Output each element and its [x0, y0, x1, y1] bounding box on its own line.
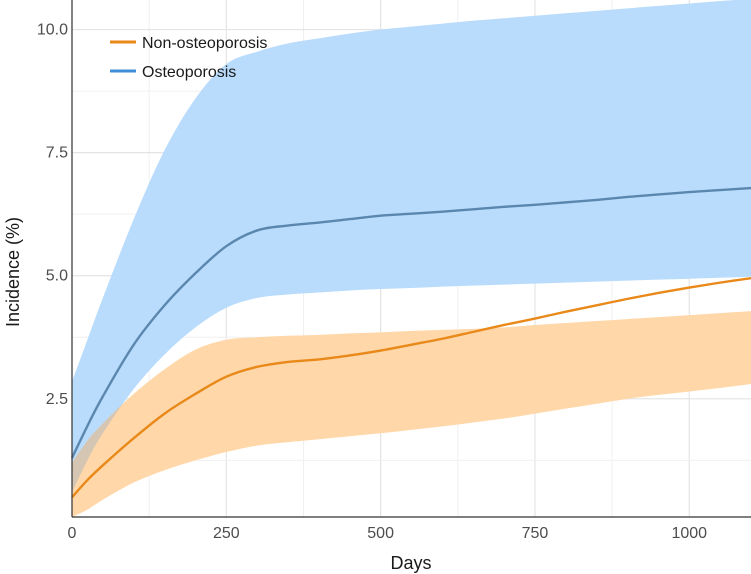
- y-tick-label: 7.5: [46, 145, 68, 162]
- x-tick-label: 0: [68, 525, 77, 542]
- line-osteoporosis: [70, 186, 751, 459]
- y-tick-label: 10.0: [37, 22, 68, 39]
- legend-label-osteoporosis: Osteoporosis: [142, 64, 236, 81]
- x-tick-label: 750: [522, 525, 549, 542]
- legend: Non-osteoporosis Osteoporosis: [110, 35, 267, 81]
- x-tick-label: 500: [367, 525, 394, 542]
- axes: [71, 0, 751, 518]
- band-non-osteoporosis: [72, 311, 751, 517]
- x-tick-label: 1000: [671, 525, 707, 542]
- band-osteoporosis: [72, 0, 751, 493]
- line-non-osteoporosis: [71, 277, 751, 499]
- x-tick-label: 250: [213, 525, 240, 542]
- series-lines: [70, 186, 751, 499]
- y-axis-title: Incidence (%): [3, 217, 23, 327]
- confidence-bands: [72, 0, 751, 517]
- y-tick-label: 5.0: [46, 268, 68, 285]
- x-axis-title: Days: [390, 553, 431, 573]
- tick-labels: 0 250 500 750 1000 2.5 5.0 7.5 10.0: [37, 22, 707, 542]
- y-tick-label: 2.5: [46, 391, 68, 408]
- legend-label-non-osteoporosis: Non-osteoporosis: [142, 35, 267, 52]
